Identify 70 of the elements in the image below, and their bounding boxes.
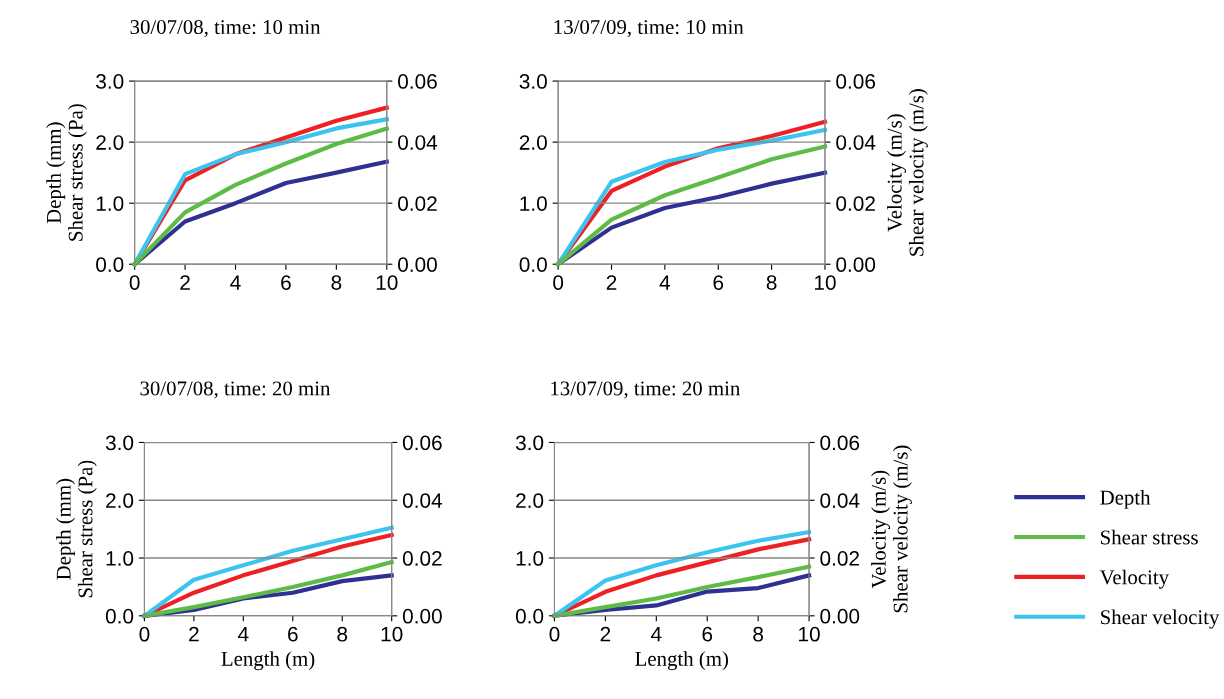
chart-title: 30/07/08, time: 20 min xyxy=(140,381,331,399)
legend-label: Depth xyxy=(1100,489,1151,509)
x-tick-label: 4 xyxy=(230,275,241,290)
y-tick-label: 0.0 xyxy=(96,257,124,272)
y-tick-label: 1.0 xyxy=(516,551,544,566)
x-tick-label: 2 xyxy=(606,275,617,290)
legend-label: Velocity xyxy=(1099,569,1169,589)
x-tick-label: 2 xyxy=(189,626,199,642)
x-tick-label: 2 xyxy=(180,275,190,290)
y-tick-label: 1.0 xyxy=(96,196,124,211)
y2-tick-label: 0.06 xyxy=(398,74,437,89)
y2-tick-label: 0.02 xyxy=(402,551,442,566)
x-tick-label: 2 xyxy=(600,626,611,642)
chart-title: 30/07/08, time: 10 min xyxy=(130,20,321,38)
x-tick-label: 6 xyxy=(702,626,713,642)
y2-axis-title: Velocity (m/s) Shear velocity (m/s) xyxy=(887,89,928,256)
x-tick-label: 6 xyxy=(713,275,724,290)
y-tick-label: 0.0 xyxy=(105,608,134,624)
x-tick-label: 0 xyxy=(139,626,150,642)
y2-tick-label: 0.06 xyxy=(836,74,876,89)
x-tick-label: 6 xyxy=(288,626,298,642)
x-tick-label: 4 xyxy=(650,627,662,642)
y-tick-label: 1.0 xyxy=(520,196,547,211)
y-tick-label: 0.0 xyxy=(515,608,544,624)
x-tick-label: 0 xyxy=(549,626,560,642)
y2-tick-label: 0.06 xyxy=(402,435,442,451)
legend-label: Shear stress xyxy=(1101,529,1198,545)
y2-tick-label: 0.04 xyxy=(836,135,876,150)
x-tick-label: 8 xyxy=(337,626,348,642)
y-axis-title: Depth (mm) Shear stress (Pa) xyxy=(46,104,87,241)
x-tick-label: 4 xyxy=(238,627,249,642)
x-tick-label: 10 xyxy=(376,275,398,290)
y2-axis-title: Velocity (m/s) Shear velocity (m/s) xyxy=(871,445,912,613)
y-tick-label: 3.0 xyxy=(105,435,134,451)
x-tick-label: 10 xyxy=(381,626,403,642)
x-tick-label: 8 xyxy=(766,275,777,290)
x-tick-label: 10 xyxy=(799,626,820,642)
x-tick-label: 0 xyxy=(129,275,140,290)
legend-label: Shear velocity xyxy=(1101,609,1220,629)
y-tick-label: 3.0 xyxy=(96,74,124,89)
y-tick-label: 3.0 xyxy=(519,74,547,89)
y2-tick-label: 0.04 xyxy=(398,135,438,150)
chart-title: 13/07/09, time: 10 min xyxy=(554,20,744,38)
y2-tick-label: 0.02 xyxy=(398,196,437,211)
x-axis-title: Length (m) xyxy=(635,651,728,671)
x-tick-label: 0 xyxy=(553,275,564,290)
x-tick-label: 8 xyxy=(331,275,342,290)
y-axis-title: Depth (mm) Shear stress (Pa) xyxy=(56,460,97,598)
x-tick-label: 10 xyxy=(814,275,836,290)
y-tick-label: 1.0 xyxy=(106,551,134,566)
y-tick-label: 2.0 xyxy=(96,135,124,150)
y-tick-label: 3.0 xyxy=(515,435,544,451)
x-tick-label: 8 xyxy=(753,626,764,642)
y2-tick-label: 0.00 xyxy=(398,257,437,272)
y-tick-label: 2.0 xyxy=(106,493,134,508)
y2-tick-label: 0.00 xyxy=(836,257,876,272)
y2-tick-label: 0.02 xyxy=(836,196,875,211)
y2-tick-label: 0.02 xyxy=(820,551,859,566)
x-axis-title: Length (m) xyxy=(221,651,315,671)
y-tick-label: 2.0 xyxy=(516,493,544,508)
y-tick-label: 2.0 xyxy=(519,135,547,150)
y2-tick-label: 0.06 xyxy=(820,435,860,451)
y2-tick-label: 0.04 xyxy=(820,493,860,508)
x-tick-label: 6 xyxy=(281,275,291,290)
y2-tick-label: 0.04 xyxy=(402,493,443,508)
chart-title: 13/07/09, time: 20 min xyxy=(551,381,741,399)
y-tick-label: 0.0 xyxy=(519,257,547,272)
y2-tick-label: 0.00 xyxy=(402,608,442,624)
y2-tick-label: 0.00 xyxy=(820,608,860,624)
x-tick-label: 4 xyxy=(659,275,671,290)
